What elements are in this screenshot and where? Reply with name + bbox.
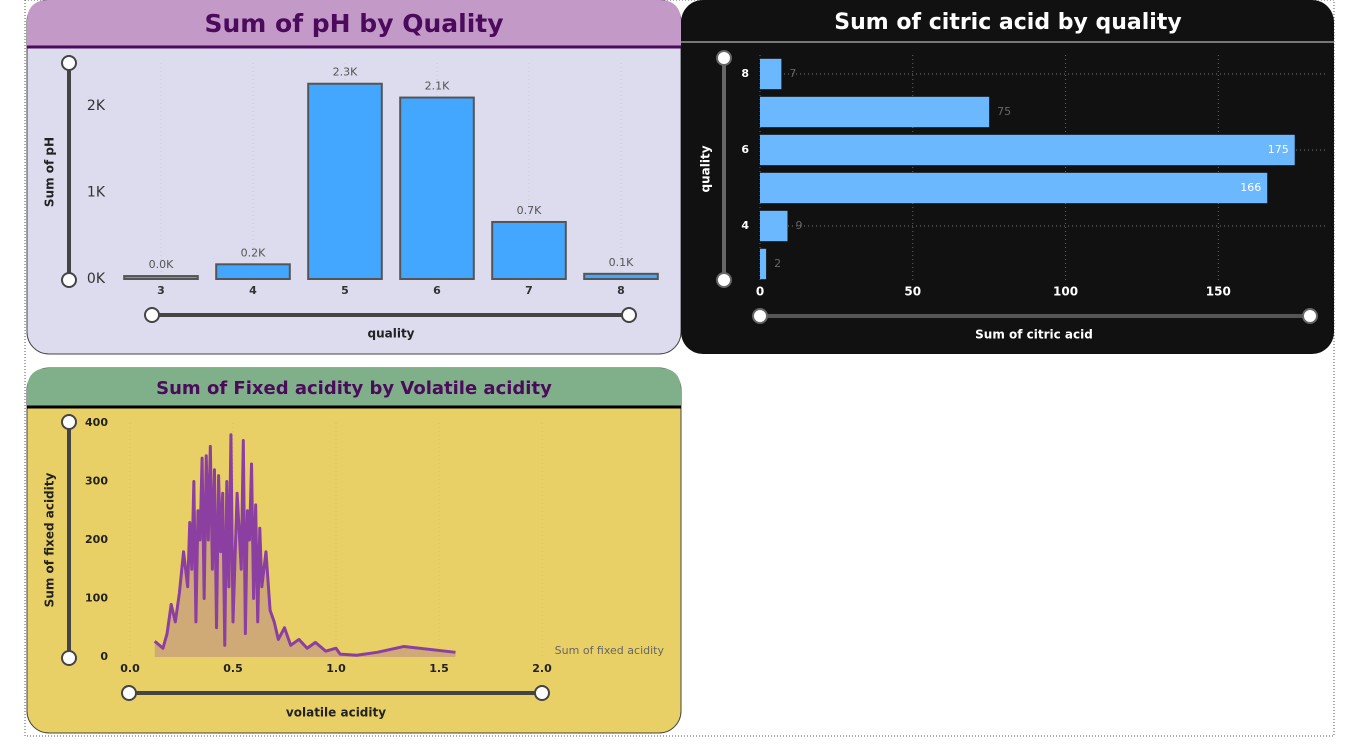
y-tick-label: 4 — [741, 219, 749, 232]
line — [153, 433, 456, 657]
data-label: 2 — [774, 257, 781, 270]
y-axis-title: quality — [699, 145, 713, 192]
x-tick-label: 4 — [249, 284, 257, 297]
data-label: 7 — [789, 67, 796, 80]
x-tick-label: 0.5 — [223, 662, 243, 675]
bar — [760, 58, 782, 90]
data-label: 0.1K — [609, 256, 634, 269]
y-tick-label: 0 — [100, 650, 108, 663]
bar — [760, 172, 1268, 204]
y-tick-label: 1K — [87, 185, 106, 201]
slider-handle[interactable] — [61, 55, 77, 71]
slider-handle[interactable] — [534, 685, 550, 701]
x-axis-title: quality — [367, 327, 414, 341]
x-tick-label: 150 — [1206, 285, 1231, 299]
bar — [215, 263, 291, 281]
slider-handle[interactable] — [144, 307, 160, 323]
x-axis-title: Sum of citric acid — [975, 328, 1093, 342]
x-tick-label: 50 — [904, 285, 921, 299]
data-label: 0.0K — [149, 258, 174, 271]
slider-handle[interactable] — [61, 414, 77, 430]
x-axis-title: volatile acidity — [286, 706, 386, 720]
slider-handle[interactable] — [752, 308, 768, 324]
panel — [26, 367, 682, 734]
canvas-border — [24, 0, 1335, 737]
chart-title: Sum of pH by Quality — [204, 9, 503, 38]
y-tick-label: 2K — [87, 98, 106, 114]
x-tick-label: 1.0 — [326, 662, 346, 675]
slider-handle[interactable] — [61, 650, 77, 666]
x-tick-label: 8 — [617, 284, 625, 297]
y-axis-title: Sum of pH — [43, 137, 57, 207]
x-tick-label: 1.5 — [429, 662, 449, 675]
slider-handle[interactable] — [716, 50, 732, 66]
chart-title: Sum of citric acid by quality — [834, 10, 1181, 35]
bar — [307, 82, 383, 281]
panel-header — [27, 368, 681, 406]
bar — [123, 275, 199, 281]
data-label: 166 — [1240, 181, 1261, 194]
y-tick-label: 100 — [85, 592, 108, 605]
data-label: 9 — [796, 219, 803, 232]
x-tick-label: 0.0 — [120, 662, 140, 675]
data-label: 0.7K — [517, 204, 542, 217]
series-label: Sum of fixed acidity — [555, 644, 665, 657]
bar — [760, 134, 1295, 166]
x-tick-label: 7 — [525, 284, 533, 297]
bar — [760, 96, 990, 128]
slider-handle[interactable] — [61, 272, 77, 288]
y-tick-label: 6 — [741, 143, 749, 156]
data-label: 175 — [1268, 143, 1289, 156]
panel-header — [27, 0, 681, 46]
area — [154, 434, 456, 657]
bar — [583, 272, 659, 281]
x-tick-label: 2.0 — [532, 662, 552, 675]
slider-handle[interactable] — [1302, 308, 1318, 324]
data-label: 0.2K — [241, 246, 266, 259]
x-tick-label: 3 — [157, 284, 165, 297]
x-tick-label: 6 — [433, 284, 441, 297]
y-tick-label: 8 — [741, 67, 749, 80]
data-label: 2.1K — [425, 80, 450, 93]
y-tick-label: 0K — [87, 271, 106, 287]
data-label: 75 — [997, 105, 1011, 118]
bar — [760, 210, 788, 242]
y-tick-label: 200 — [85, 533, 108, 546]
chart-title: Sum of Fixed acidity by Volatile acidity — [156, 378, 552, 399]
y-tick-label: 400 — [85, 416, 108, 429]
x-tick-label: 5 — [341, 284, 349, 297]
bar — [399, 96, 475, 280]
bar — [491, 220, 567, 280]
x-tick-label: 100 — [1053, 285, 1078, 299]
x-tick-label: 0 — [756, 285, 764, 299]
y-tick-label: 300 — [85, 475, 108, 488]
slider-handle[interactable] — [621, 307, 637, 323]
slider-handle[interactable] — [716, 272, 732, 288]
slider-handle[interactable] — [121, 685, 137, 701]
data-label: 2.3K — [333, 66, 358, 79]
bar — [760, 248, 767, 280]
y-axis-title: Sum of fixed acidity — [43, 473, 57, 608]
